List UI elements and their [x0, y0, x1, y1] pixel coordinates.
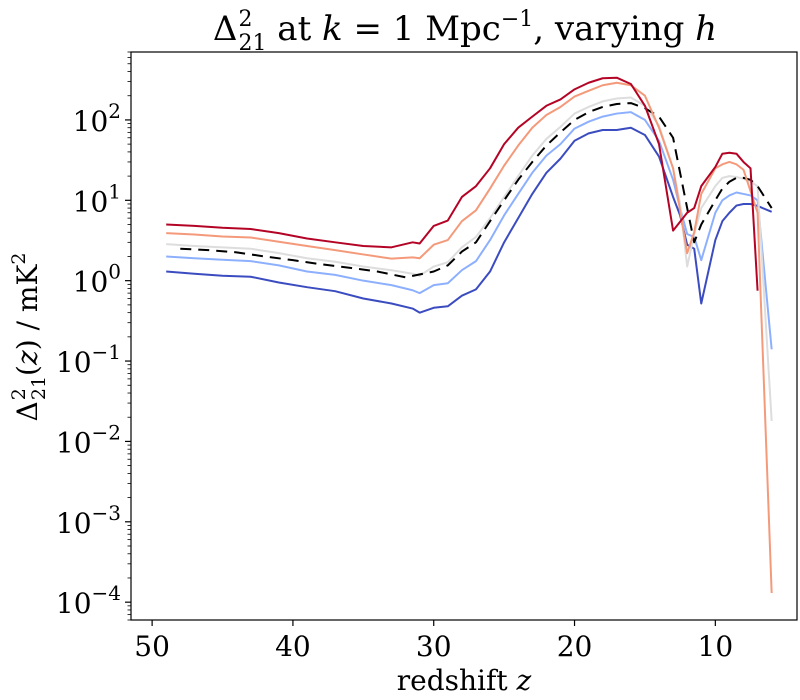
title-eq: = 1 Mpc — [343, 9, 501, 49]
title-rest: , varying — [533, 9, 695, 49]
x-tick-label-10: 10 — [698, 630, 734, 663]
x-tick-label-40: 40 — [275, 630, 311, 663]
series-line-4 — [180, 102, 773, 279]
axes: 50 40 30 20 10 10−4 10−3 10−2 10−1 100 101 102 — [56, 51, 798, 663]
chart-title: Δ2 21 at k = 1 Mpc−1, varying h — [213, 7, 717, 56]
y-axis-label: Δ221(z) / mK2 — [8, 253, 50, 422]
y-tick-label-1: 10−3 — [56, 501, 121, 540]
y-tick-label-2: 10−2 — [56, 420, 121, 459]
title-sup: 2 — [238, 7, 252, 32]
x-tick-label-50: 50 — [134, 630, 170, 663]
series-line-6 — [166, 76, 759, 291]
y-tick-label-6: 102 — [73, 99, 121, 138]
series-line-5 — [166, 81, 773, 594]
x-tick-label-30: 30 — [416, 630, 452, 663]
y-tick-label-5: 101 — [73, 179, 121, 218]
ylabel-sup: 2 — [8, 388, 30, 400]
ylabel-rest: ) / mK — [11, 264, 44, 351]
ylabel-unit-exp: 2 — [8, 253, 30, 265]
y-tick-label-3: 10−1 — [56, 340, 121, 379]
y-minor-ticks — [127, 51, 131, 621]
xlabel-text: redshift — [397, 664, 517, 697]
series-line-3 — [166, 96, 773, 421]
ylabel-sub: 21 — [28, 376, 50, 400]
series-line-1 — [166, 126, 773, 314]
title-at: at — [266, 9, 322, 49]
y-tick-label-0: 10−4 — [56, 581, 121, 620]
ylabel-z: z — [11, 350, 44, 366]
title-exp: −1 — [501, 7, 533, 32]
title-k: k — [322, 9, 343, 49]
ylabel-paren: ( — [11, 365, 44, 376]
xlabel-var: z — [516, 664, 532, 697]
series-line-2 — [166, 111, 773, 350]
series-group — [166, 76, 773, 594]
plot-area — [166, 76, 773, 594]
x-axis-label: redshift z — [397, 664, 532, 697]
title-h: h — [695, 9, 717, 49]
y-tick-label-4: 100 — [73, 260, 121, 299]
ylabel-delta: Δ — [11, 401, 44, 421]
axes-frame — [130, 51, 798, 621]
x-tick-label-20: 20 — [557, 630, 593, 663]
title-delta: Δ — [213, 9, 238, 49]
